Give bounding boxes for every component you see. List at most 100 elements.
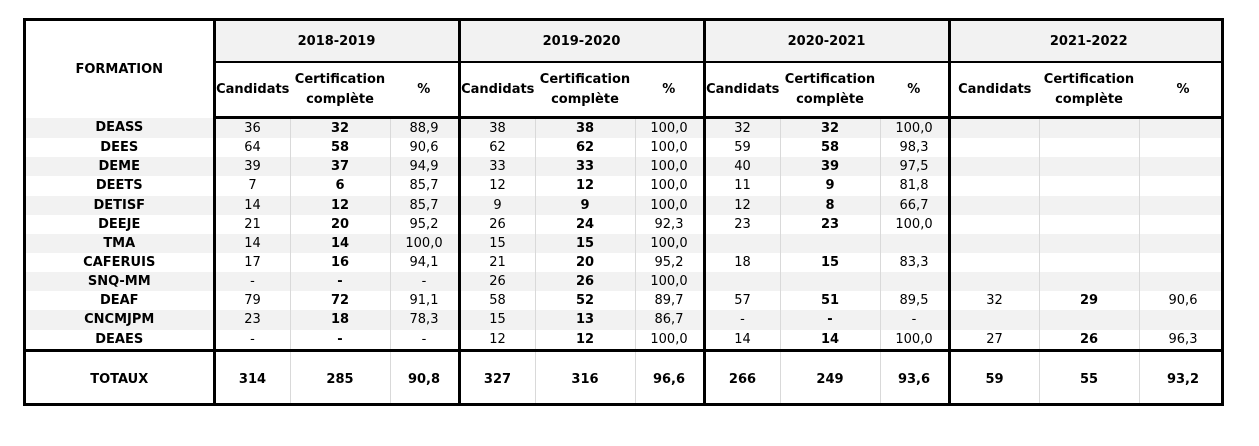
percent-cell: 81,8	[880, 176, 950, 196]
percent-cell: -	[390, 329, 460, 351]
certification-cell: 12	[290, 195, 391, 215]
candidats-cell: 33	[457, 157, 536, 177]
percent-cell	[1139, 117, 1221, 139]
candidats-cell: -	[214, 272, 291, 292]
candidats-cell: 38	[457, 117, 536, 139]
table-row: DEES 64 58 90,6 62 62 100,0 59 58 98,3	[26, 138, 1221, 158]
year-header: 2021-2022	[947, 21, 1221, 63]
candidats-cell: 62	[457, 138, 536, 158]
candidats-cell: 27	[947, 329, 1040, 351]
percent-cell: 97,5	[880, 157, 950, 177]
candidats-cell	[947, 195, 1040, 215]
candidats-cell	[947, 138, 1040, 158]
certification-cell	[1039, 272, 1140, 292]
certification-cell: 32	[780, 117, 881, 139]
candidats-cell: 36	[214, 117, 291, 139]
percent-cell: -	[880, 310, 950, 330]
certification-header: Certification complète	[1039, 62, 1139, 119]
percent-cell: 100,0	[635, 195, 705, 215]
certification-cell	[1039, 195, 1140, 215]
candidats-header: Candidats	[457, 62, 535, 119]
percent-cell	[1139, 138, 1221, 158]
percent-cell	[880, 272, 950, 292]
percent-cell: 100,0	[635, 138, 705, 158]
certification-cell: 20	[535, 252, 636, 273]
table-row: CAFERUIS 17 16 94,1 21 20 95,2 18 15 83,3	[26, 252, 1221, 273]
candidats-cell: 12	[457, 176, 536, 196]
candidats-cell: 59	[702, 138, 781, 158]
percent-cell: 94,1	[390, 252, 460, 273]
certification-cell: 39	[780, 157, 881, 177]
table-row: TMA 14 14 100,0 15 15 100,0	[26, 233, 1221, 253]
candidats-cell	[947, 157, 1040, 177]
candidats-cell: -	[702, 310, 781, 330]
candidats-cell: 58	[457, 291, 536, 311]
year-header: 2018-2019	[214, 21, 459, 63]
percent-header: %	[880, 62, 949, 119]
percent-cell: 92,3	[635, 214, 705, 234]
certification-cell: 33	[535, 157, 636, 177]
certification-cell: 12	[535, 329, 636, 351]
certification-cell: 29	[1039, 291, 1140, 311]
candidats-cell	[947, 233, 1040, 253]
table-row: DEETS 7 6 85,7 12 12 100,0 11 9 81,8	[26, 176, 1221, 196]
candidats-cell: 39	[214, 157, 291, 177]
certification-cell: 26	[1039, 329, 1140, 351]
candidats-cell: 57	[702, 291, 781, 311]
percent-cell: 85,7	[390, 195, 460, 215]
formation-name: DEASS	[26, 117, 216, 139]
formation-name: DEES	[26, 138, 216, 158]
certification-header: Certification complète	[535, 62, 635, 119]
candidats-header: Candidats	[702, 62, 780, 119]
percent-cell	[1139, 195, 1221, 215]
candidats-cell: 14	[702, 329, 781, 351]
candidats-cell: 79	[214, 291, 291, 311]
certification-cell: 14	[290, 233, 391, 253]
candidats-cell: 21	[457, 252, 536, 273]
certification-cell: 26	[535, 272, 636, 292]
year-header: 2019-2020	[457, 21, 704, 63]
table-row: DETISF 14 12 85,7 9 9 100,0 12 8 66,7	[26, 195, 1221, 215]
certification-cell: 18	[290, 310, 391, 330]
formation-name: DEAF	[26, 291, 216, 311]
candidats-cell: 15	[457, 310, 536, 330]
certification-cell	[1039, 233, 1140, 253]
candidats-cell: 21	[214, 214, 291, 234]
percent-cell	[1139, 176, 1221, 196]
certification-cell: 55	[1039, 348, 1140, 403]
certification-cell: 15	[780, 252, 881, 273]
percent-cell: 100,0	[880, 214, 950, 234]
formation-name: TOTAUX	[26, 348, 216, 403]
table-row: DEASS 36 32 88,9 38 38 100,0 32 32 100,0	[26, 117, 1221, 139]
certification-cell: 24	[535, 214, 636, 234]
formation-name: CAFERUIS	[26, 252, 216, 273]
certification-cell: 12	[535, 176, 636, 196]
certification-cell: 6	[290, 176, 391, 196]
percent-cell: 96,3	[1139, 329, 1221, 351]
certification-cell	[1039, 157, 1140, 177]
candidats-cell	[947, 272, 1040, 292]
percent-cell: 89,7	[635, 291, 705, 311]
percent-cell: 95,2	[390, 214, 460, 234]
certification-cell: 58	[290, 138, 391, 158]
certification-cell: 62	[535, 138, 636, 158]
formation-name: TMA	[26, 233, 216, 253]
certification-cell: 15	[535, 233, 636, 253]
candidats-header: Candidats	[947, 62, 1039, 119]
percent-cell: 91,1	[390, 291, 460, 311]
certification-cell: 38	[535, 117, 636, 139]
candidats-cell: 15	[457, 233, 536, 253]
candidats-cell: 14	[214, 233, 291, 253]
certification-cell: 9	[780, 176, 881, 196]
percent-cell: 66,7	[880, 195, 950, 215]
certification-cell	[1039, 252, 1140, 273]
percent-cell: 98,3	[880, 138, 950, 158]
candidats-cell: 23	[214, 310, 291, 330]
percent-cell: 78,3	[390, 310, 460, 330]
certification-cell: 249	[780, 348, 881, 403]
percent-cell: 100,0	[635, 176, 705, 196]
candidats-cell: 23	[702, 214, 781, 234]
percent-cell: 100,0	[390, 233, 460, 253]
certification-cell: 72	[290, 291, 391, 311]
certification-cell: 8	[780, 195, 881, 215]
